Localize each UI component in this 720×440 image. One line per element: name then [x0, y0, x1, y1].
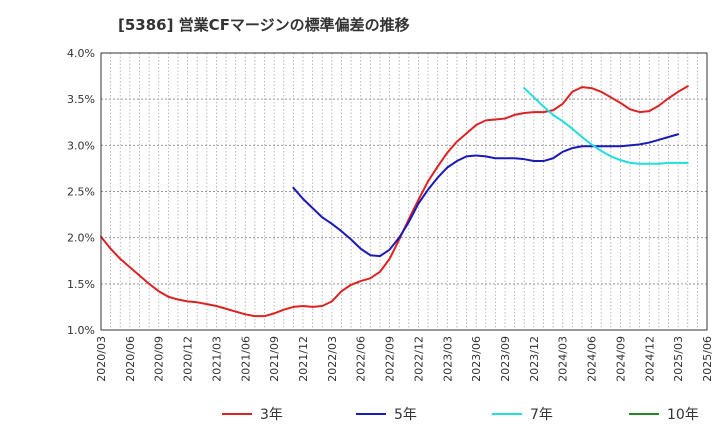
- y-tick-label: 2.0%: [67, 232, 95, 245]
- x-tick-label: 2024/12: [643, 336, 656, 382]
- legend-label-2: 7年: [530, 407, 553, 423]
- y-tick-label: 3.5%: [67, 93, 95, 106]
- x-tick-label: 2023/09: [499, 336, 512, 382]
- legend-label-1: 5年: [394, 407, 417, 423]
- x-tick-label: 2023/06: [470, 336, 483, 382]
- plot-frame: [100, 52, 708, 331]
- series-line-0: [100, 85, 689, 318]
- x-tick-label: 2023/03: [441, 336, 454, 382]
- x-tick-label: 2021/09: [268, 336, 281, 382]
- x-tick-label: 2024/09: [614, 336, 627, 382]
- x-tick-label: 2022/09: [384, 336, 397, 382]
- x-tick-label: 2022/12: [412, 336, 425, 382]
- x-tick-label: 2020/09: [153, 336, 166, 382]
- x-tick-label: 2021/03: [210, 336, 223, 382]
- x-tick-label: 2022/06: [355, 336, 368, 382]
- x-tick-label: 2024/03: [557, 336, 570, 382]
- legend-label-0: 3年: [260, 407, 283, 423]
- x-tick-label: 2022/03: [326, 336, 339, 382]
- legend: 3年 5年 7年 10年: [222, 407, 699, 423]
- x-tick-label: 2021/06: [239, 336, 252, 382]
- y-axis-ticks: 1.0% 1.5% 2.0% 2.5% 3.0% 3.5% 4.0%: [67, 47, 95, 337]
- x-tick-label: 2025/03: [672, 336, 685, 382]
- x-axis-ticks: 2020/03 2020/06 2020/09 2020/12 2021/03 2021/…: [95, 336, 714, 382]
- series-line-1: [292, 133, 680, 258]
- chart-title: [5386] 営業CFマージンの標準偏差の推移: [118, 16, 410, 34]
- y-tick-label: 4.0%: [67, 47, 95, 60]
- x-tick-label: 2020/12: [182, 336, 195, 382]
- x-tick-label: 2020/03: [95, 336, 108, 382]
- x-tick-label: 2025/06: [701, 336, 714, 382]
- legend-label-3: 10年: [667, 407, 699, 423]
- y-tick-label: 3.0%: [67, 139, 95, 152]
- series-layer: [100, 85, 689, 318]
- series-line-2: [523, 87, 689, 165]
- x-tick-label: 2021/12: [297, 336, 310, 382]
- plot-area: [101, 53, 707, 330]
- y-tick-label: 1.5%: [67, 278, 95, 291]
- x-tick-label: 2020/06: [124, 336, 137, 382]
- y-tick-label: 2.5%: [67, 186, 95, 199]
- y-tick-label: 1.0%: [67, 324, 95, 337]
- x-tick-label: 2024/06: [586, 336, 599, 382]
- x-tick-label: 2023/12: [528, 336, 541, 382]
